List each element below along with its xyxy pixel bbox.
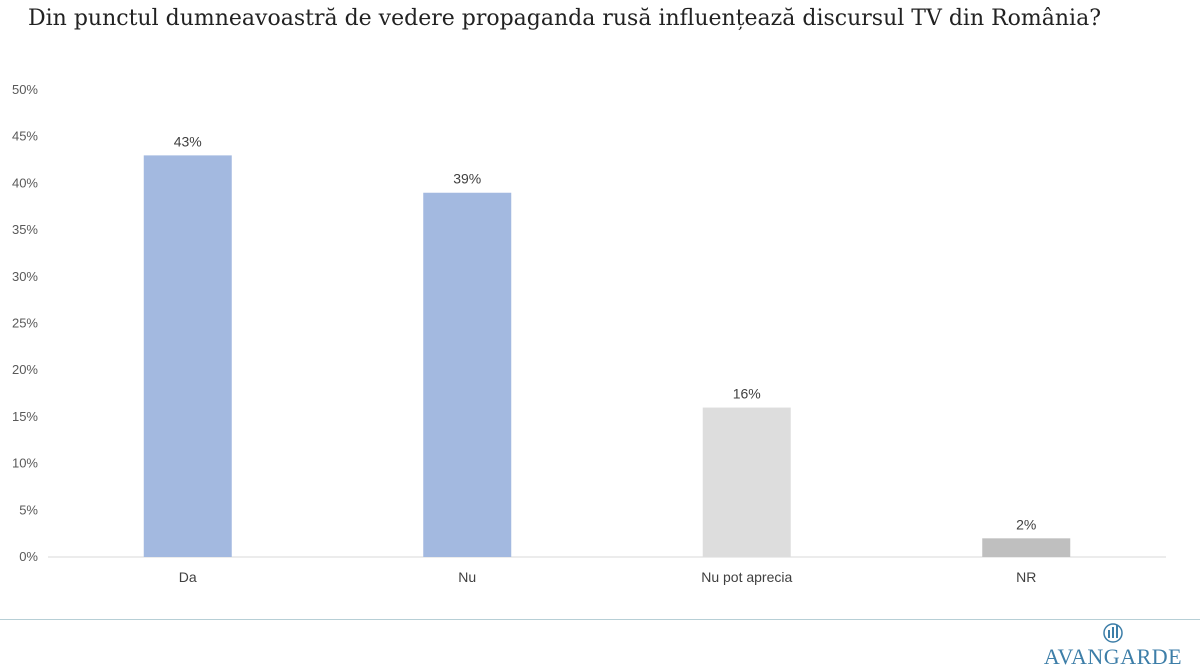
bar-value-label: 16%	[733, 386, 761, 402]
chart-title: Din punctul dumneavoastră de vedere prop…	[28, 6, 1102, 31]
bar-da	[143, 155, 232, 557]
value-labels-group: 43% 39% 16% 2%	[174, 133, 1037, 532]
bar-value-label: 43%	[174, 133, 202, 149]
bar-nu-pot-aprecia	[702, 407, 791, 557]
logo-wordmark: AVANGARDE	[1043, 644, 1183, 669]
bar-value-label: 39%	[453, 171, 481, 187]
bars-group	[143, 155, 1071, 558]
y-tick-label: 35%	[12, 222, 38, 237]
x-category-label: Nu	[458, 569, 476, 585]
avangarde-logo: AVANGARDE	[1038, 622, 1188, 668]
y-tick-label: 45%	[12, 129, 38, 144]
y-tick-label: 20%	[12, 362, 38, 377]
x-category-label: Da	[179, 569, 197, 585]
footer-divider	[0, 619, 1200, 620]
x-category-label: Nu pot aprecia	[701, 569, 792, 585]
bar-nr	[982, 538, 1071, 557]
y-tick-label: 50%	[12, 82, 38, 97]
bar-nu	[423, 192, 512, 558]
y-axis-ticks: 0% 5% 10% 15% 20% 25% 30% 35% 40% 45% 50%	[12, 82, 38, 564]
y-tick-label: 40%	[12, 175, 38, 190]
y-tick-label: 15%	[12, 409, 38, 424]
y-tick-label: 30%	[12, 269, 38, 284]
y-tick-label: 25%	[12, 316, 38, 331]
category-labels-group: Da Nu Nu pot aprecia NR	[179, 569, 1037, 585]
y-tick-label: 10%	[12, 456, 38, 471]
x-category-label: NR	[1016, 569, 1036, 585]
y-tick-label: 0%	[19, 549, 38, 564]
bar-chart: 0% 5% 10% 15% 20% 25% 30% 35% 40% 45% 50% 43% 39% 16…	[12, 82, 1166, 585]
bar-value-label: 2%	[1016, 516, 1036, 532]
avangarde-logo-icon	[1103, 623, 1123, 643]
y-tick-label: 5%	[19, 502, 38, 517]
